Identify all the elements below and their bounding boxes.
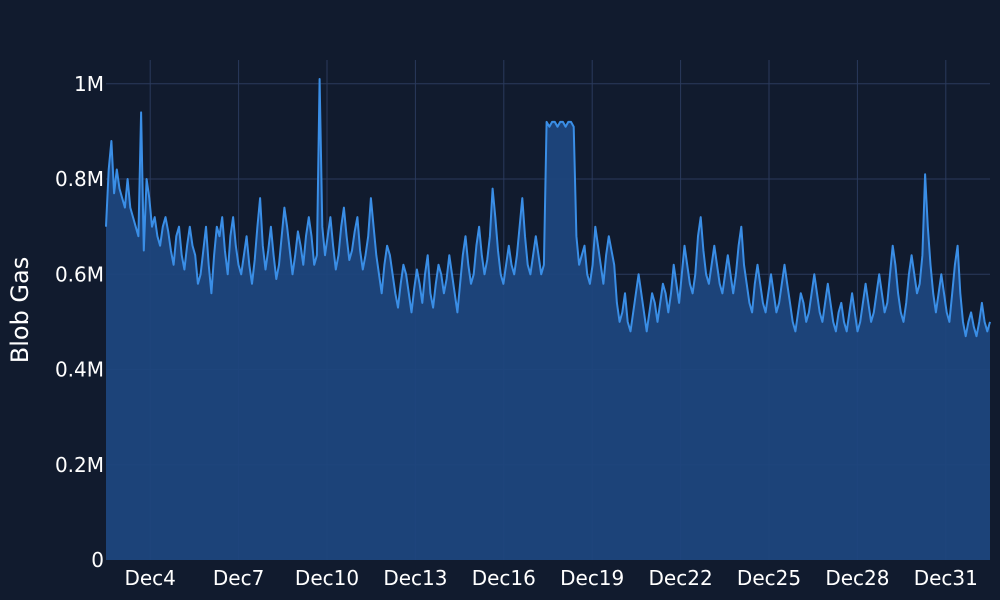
y-tick-label: 0 xyxy=(91,548,104,572)
x-tick-label: Dec19 xyxy=(560,566,624,590)
x-tick-label: Dec25 xyxy=(737,566,801,590)
x-tick-label: Dec16 xyxy=(472,566,536,590)
y-tick-label: 0.4M xyxy=(55,358,104,382)
y-tick-label: 0.8M xyxy=(55,167,104,191)
x-tick-label: Dec31 xyxy=(914,566,978,590)
blob-gas-line xyxy=(105,78,991,338)
y-axis-title: Blob Gas xyxy=(6,257,34,364)
y-tick-label: 0.6M xyxy=(55,262,104,286)
x-tick-label: Dec28 xyxy=(825,566,889,590)
x-tick-label: Dec10 xyxy=(295,566,359,590)
y-tick-label: 1M xyxy=(74,72,104,96)
blob-gas-area xyxy=(106,79,990,560)
x-tick-label: Dec13 xyxy=(383,566,447,590)
x-tick-label: Dec22 xyxy=(649,566,713,590)
y-tick-label: 0.2M xyxy=(55,453,104,477)
x-tick-label: Dec4 xyxy=(124,566,175,590)
y-axis-tick-labels: 0 0.2M 0.4M 0.6M 0.8M 1M xyxy=(55,72,104,572)
x-tick-label: Dec7 xyxy=(213,566,264,590)
x-axis-tick-labels: Dec4 Dec7 Dec10 Dec13 Dec16 Dec19 Dec22 Dec25 De… xyxy=(124,566,977,590)
